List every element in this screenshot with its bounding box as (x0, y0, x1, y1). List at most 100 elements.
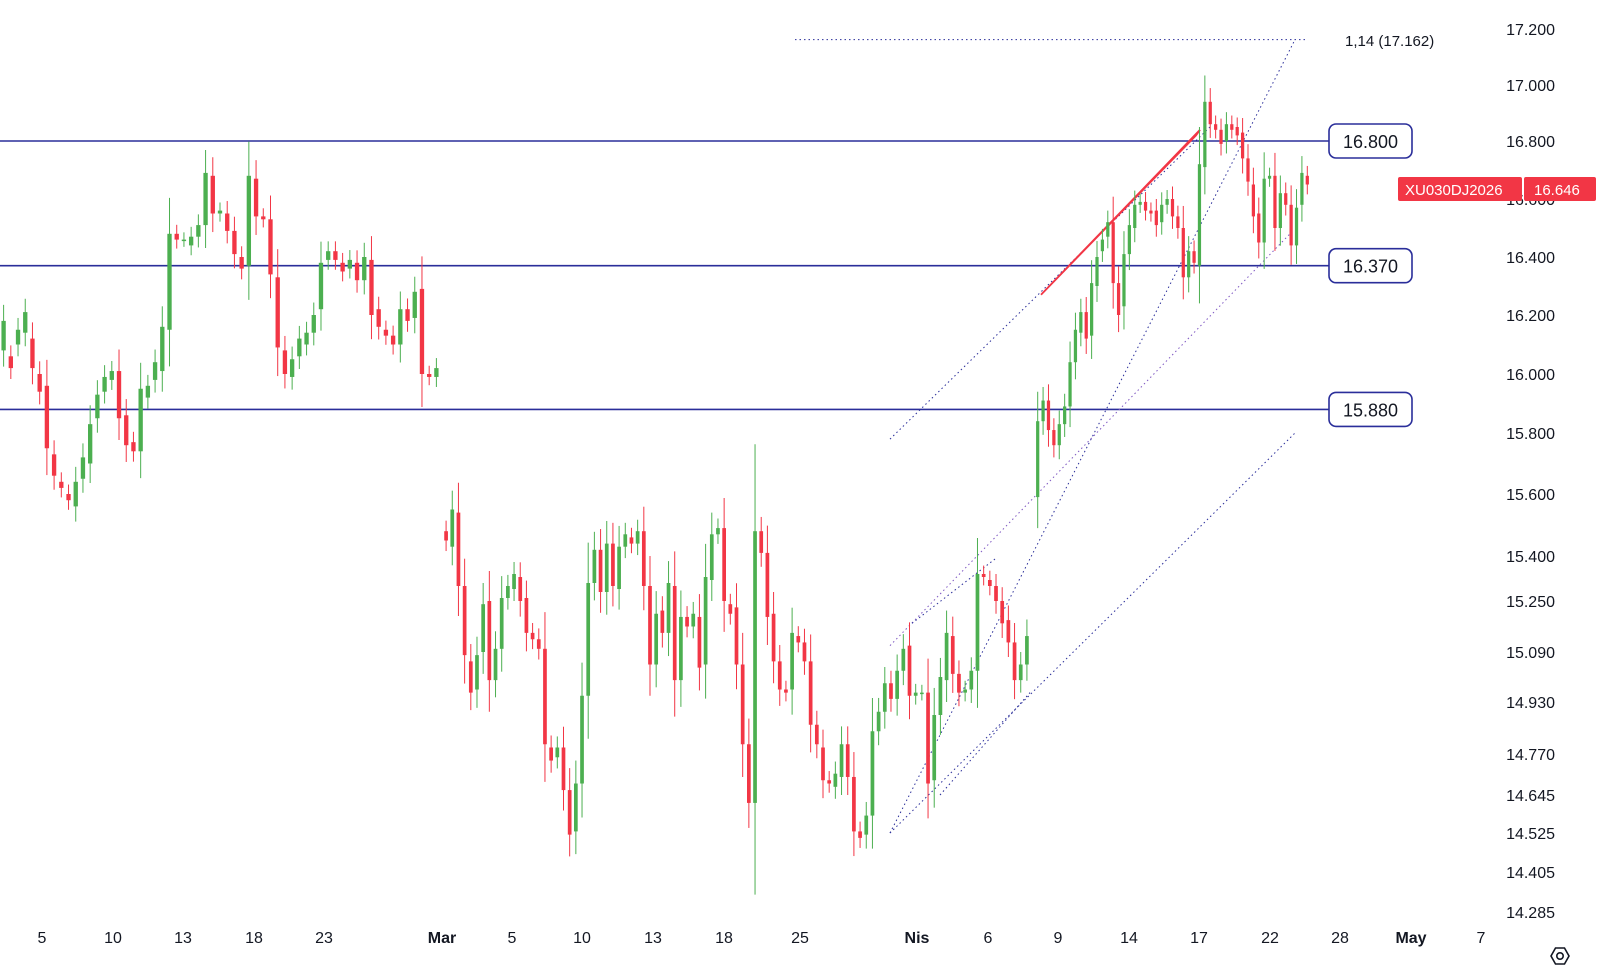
candle-up[interactable] (1095, 241, 1099, 302)
candle-up[interactable] (481, 583, 486, 674)
candle-down[interactable] (660, 596, 665, 648)
candle-up[interactable] (398, 291, 403, 363)
candle-up[interactable] (932, 687, 937, 808)
candle-up[interactable] (586, 542, 591, 739)
candle-up[interactable] (679, 590, 683, 707)
candle-up[interactable] (790, 607, 794, 715)
candle-down[interactable] (747, 718, 751, 828)
candle-down[interactable] (1230, 115, 1234, 139)
candle-up[interactable] (450, 490, 455, 566)
candle-up[interactable] (938, 657, 943, 735)
candle-up[interactable] (499, 576, 504, 672)
candle-down[interactable] (369, 236, 374, 340)
candle-down[interactable] (759, 516, 764, 567)
candle-down[interactable] (814, 710, 819, 759)
candle-down[interactable] (561, 726, 566, 811)
candle-down[interactable] (1111, 196, 1115, 309)
candle-up[interactable] (434, 358, 439, 387)
symbol-price-tag[interactable]: XU030DJ2026 16.646 (1398, 177, 1596, 201)
candle-up[interactable] (289, 346, 295, 390)
candle-up[interactable] (604, 520, 609, 615)
candle-down[interactable] (225, 201, 230, 244)
candle-up[interactable] (753, 444, 757, 895)
candle-up[interactable] (1, 304, 6, 367)
channel-mid-line[interactable] (889, 233, 1291, 646)
candle-down[interactable] (777, 644, 782, 706)
candle-down[interactable] (1235, 117, 1239, 146)
candle-down[interactable] (30, 322, 35, 385)
wedge-top-line[interactable] (911, 558, 996, 624)
candle-up[interactable] (217, 202, 223, 222)
candle-down[interactable] (734, 583, 739, 690)
candle-up[interactable] (181, 232, 187, 247)
candle-up[interactable] (80, 443, 86, 493)
candle-down[interactable] (444, 520, 448, 552)
candle-down[interactable] (1240, 118, 1245, 174)
candle-up[interactable] (654, 591, 659, 688)
candle-down[interactable] (784, 680, 788, 702)
candle-up[interactable] (1138, 193, 1142, 213)
candle-down[interactable] (1006, 605, 1011, 657)
candle-down[interactable] (66, 484, 71, 510)
candle-up[interactable] (493, 631, 498, 698)
candle-up[interactable] (412, 276, 417, 334)
candle-down[interactable] (1289, 185, 1293, 265)
candle-down[interactable] (858, 821, 862, 848)
candle-down[interactable] (59, 472, 64, 498)
candle-down[interactable] (994, 574, 998, 614)
wedge-bottom-line[interactable] (939, 692, 1031, 796)
candle-down[interactable] (427, 365, 432, 386)
candle-up[interactable] (188, 226, 194, 256)
candle-up[interactable] (506, 574, 510, 610)
candle-down[interactable] (950, 616, 955, 693)
candle-down[interactable] (44, 359, 50, 476)
candle-up[interactable] (1294, 189, 1299, 264)
candle-down[interactable] (37, 361, 42, 405)
channel-mid-upper-line[interactable] (889, 126, 1211, 440)
candle-up[interactable] (1036, 391, 1040, 529)
candle-down[interactable] (1149, 202, 1153, 222)
candle-up[interactable] (1262, 152, 1266, 269)
candle-down[interactable] (468, 644, 473, 711)
candle-down[interactable] (1208, 88, 1212, 138)
candle-up[interactable] (246, 141, 252, 300)
candle-up[interactable] (716, 518, 720, 544)
candle-up[interactable] (15, 317, 21, 357)
candle-down[interactable] (672, 551, 677, 717)
candle-up[interactable] (635, 519, 640, 556)
candle-down[interactable] (987, 570, 992, 596)
candle-up[interactable] (475, 636, 479, 708)
candle-up[interactable] (203, 149, 208, 249)
candle-down[interactable] (685, 606, 689, 638)
candle-up[interactable] (963, 680, 967, 702)
candle-up[interactable] (1224, 112, 1229, 154)
candle-down[interactable] (1305, 165, 1309, 195)
candle-down[interactable] (51, 440, 57, 490)
candle-down[interactable] (765, 525, 770, 645)
candle-up[interactable] (512, 562, 516, 601)
candle-up[interactable] (975, 538, 980, 708)
candle-up[interactable] (1068, 341, 1072, 428)
candle-up[interactable] (1203, 75, 1207, 195)
candle-down[interactable] (1284, 182, 1288, 216)
candle-up[interactable] (876, 697, 881, 746)
candle-down[interactable] (598, 529, 603, 613)
candle-down[interactable] (536, 628, 541, 660)
candle-down[interactable] (1012, 622, 1017, 700)
candle-down[interactable] (462, 558, 467, 684)
candle-down[interactable] (1273, 152, 1277, 251)
candle-down[interactable] (728, 593, 733, 625)
candle-down[interactable] (697, 594, 702, 691)
candle-up[interactable] (318, 241, 324, 331)
candle-up[interactable] (88, 405, 93, 484)
candle-down[interactable] (1154, 199, 1158, 237)
candle-down[interactable] (1257, 197, 1261, 259)
candle-down[interactable] (405, 298, 410, 332)
candle-up[interactable] (1187, 236, 1191, 293)
candle-down[interactable] (456, 482, 461, 616)
candle-down[interactable] (771, 592, 776, 684)
channel-upper-line[interactable] (889, 39, 1296, 834)
candle-down[interactable] (722, 498, 726, 632)
candle-up[interactable] (311, 302, 316, 346)
candle-down[interactable] (253, 160, 259, 235)
